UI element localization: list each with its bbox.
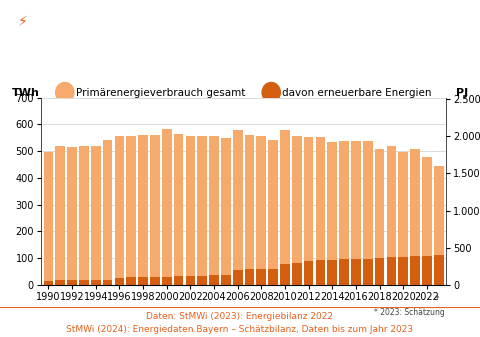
Bar (209, 136, 219, 285)
Bar (422, 157, 432, 285)
Bar (375, 149, 384, 285)
Bar (126, 136, 136, 285)
Bar (67, 280, 77, 285)
Bar (292, 263, 301, 285)
Bar (268, 141, 278, 285)
Bar (67, 147, 77, 285)
Bar (209, 275, 219, 285)
Text: davon erneuerbare Energien: davon erneuerbare Energien (282, 88, 432, 97)
Text: Primärenergieverbrauch gesamt: Primärenergieverbrauch gesamt (76, 88, 245, 97)
Bar (186, 136, 195, 285)
Bar (398, 257, 408, 285)
Text: StMWi (2024): Energiedaten.Bayern – Schätzbilanz, Daten bis zum Jahr 2023: StMWi (2024): Energiedaten.Bayern – Schä… (66, 325, 414, 334)
Ellipse shape (262, 83, 280, 102)
Bar (174, 276, 183, 285)
Bar (304, 261, 313, 285)
Bar (245, 135, 254, 285)
Text: * 2023: Schätzung: * 2023: Schätzung (373, 308, 444, 317)
Bar (422, 256, 432, 285)
Text: ⚡: ⚡ (18, 15, 28, 29)
Bar (162, 277, 171, 285)
Bar (410, 256, 420, 285)
Bar (197, 136, 207, 285)
Bar (316, 260, 325, 285)
Bar (280, 130, 290, 285)
Bar (162, 129, 171, 285)
Bar (386, 146, 396, 285)
Bar (91, 146, 101, 285)
Bar (56, 146, 65, 285)
Bar (256, 136, 266, 285)
Bar (150, 277, 160, 285)
Text: Primärenergieverbrauch in Bayern 1990-2023*: Primärenergieverbrauch in Bayern 1990-20… (95, 16, 423, 29)
Bar (138, 135, 148, 285)
Bar (115, 136, 124, 285)
Bar (56, 280, 65, 285)
Bar (221, 139, 231, 285)
Bar (327, 142, 337, 285)
Text: Daten: StMWi (2023): Energiebilanz 2022: Daten: StMWi (2023): Energiebilanz 2022 (146, 312, 334, 321)
Bar (339, 259, 349, 285)
Bar (339, 141, 349, 285)
Bar (44, 281, 53, 285)
Text: TWh: TWh (12, 88, 40, 97)
Bar (316, 137, 325, 285)
Bar (304, 137, 313, 285)
Circle shape (0, 4, 215, 40)
Text: PJ: PJ (456, 88, 468, 97)
Bar (186, 276, 195, 285)
Bar (410, 149, 420, 285)
Bar (268, 269, 278, 285)
Bar (150, 135, 160, 285)
Ellipse shape (56, 83, 74, 102)
Bar (434, 166, 444, 285)
Bar (434, 255, 444, 285)
Bar (103, 141, 112, 285)
Bar (375, 258, 384, 285)
Bar (280, 264, 290, 285)
Bar (79, 280, 89, 285)
Bar (398, 152, 408, 285)
Bar (103, 280, 112, 285)
Bar (386, 257, 396, 285)
Bar (126, 277, 136, 285)
Bar (79, 146, 89, 285)
Bar (115, 278, 124, 285)
Bar (197, 276, 207, 285)
Bar (363, 141, 372, 285)
Bar (138, 277, 148, 285)
Bar (292, 136, 301, 285)
Bar (245, 269, 254, 285)
Bar (327, 260, 337, 285)
Bar (256, 269, 266, 285)
Text: *: * (435, 295, 440, 304)
Bar (44, 152, 53, 285)
Bar (174, 134, 183, 285)
Bar (91, 280, 101, 285)
Bar (221, 275, 231, 285)
Bar (351, 259, 361, 285)
Bar (351, 141, 361, 285)
Bar (233, 270, 242, 285)
Bar (233, 130, 242, 285)
Bar (363, 259, 372, 285)
